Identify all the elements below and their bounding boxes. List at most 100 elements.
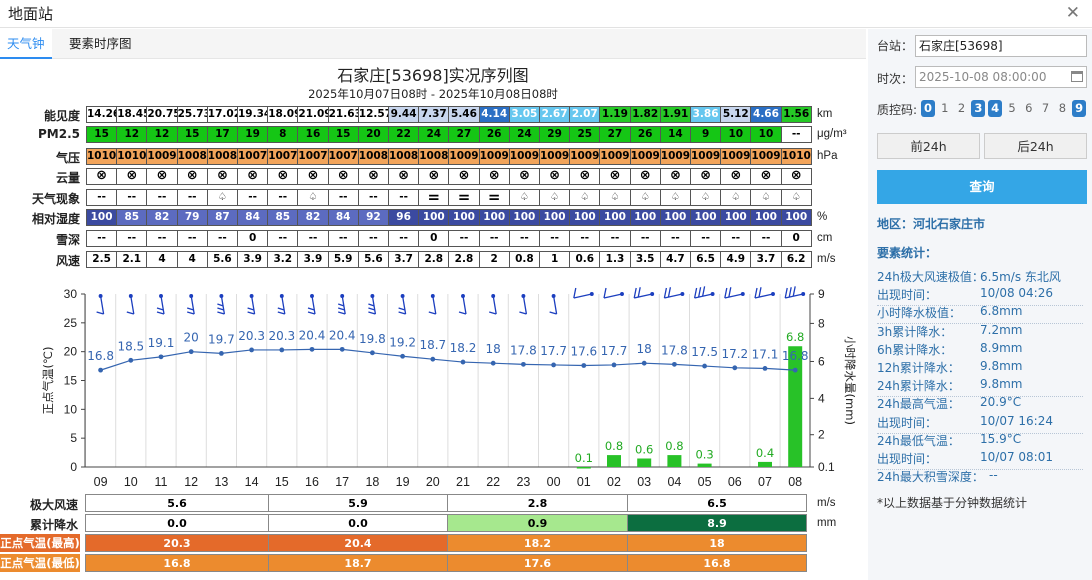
table-cell: 100 bbox=[448, 209, 480, 226]
table-cell: ⊗ bbox=[659, 168, 691, 185]
temp-point bbox=[490, 360, 496, 366]
qc-code-toggle[interactable]: 2 bbox=[957, 101, 966, 115]
qc-code-toggle[interactable]: 4 bbox=[988, 100, 1003, 117]
stat-value: 7.2mm bbox=[980, 322, 1023, 337]
sidebar: 台站： 石家庄[53698] 时次： 2025-10-08 08:00:00 质… bbox=[868, 29, 1092, 580]
table-cell: 2 bbox=[478, 251, 510, 268]
summary-cell: 2.8 bbox=[447, 494, 628, 512]
table-cell: 3.2 bbox=[267, 251, 299, 268]
qc-code-toggle[interactable]: 1 bbox=[941, 101, 949, 115]
table-cell: 85 bbox=[116, 209, 148, 226]
table-cell: 1009 bbox=[508, 148, 540, 165]
prev-24h-button[interactable]: 前24h bbox=[877, 133, 980, 159]
qc-code-toggle[interactable]: 5 bbox=[1008, 101, 1016, 115]
table-cell: 0 bbox=[237, 230, 269, 247]
wind-barb-icon bbox=[458, 294, 467, 315]
table-cell: ♤ bbox=[508, 189, 540, 206]
stat-row: 小时降水极值： 6.8mm bbox=[877, 304, 1083, 325]
table-cell: 1007 bbox=[267, 148, 299, 165]
stat-row: 24h最低气温： 15.9°C bbox=[877, 432, 1021, 449]
temp-point bbox=[158, 354, 164, 360]
temp-label: 20.4 bbox=[299, 328, 326, 342]
qc-code-toggle[interactable]: 0 bbox=[921, 100, 935, 117]
row-unit: μg/m³ bbox=[817, 128, 847, 140]
table-cell: ⊗ bbox=[116, 168, 148, 185]
table-cell: ♤ bbox=[206, 189, 238, 206]
table-cell: -- bbox=[750, 230, 782, 247]
next-24h-button[interactable]: 后24h bbox=[984, 133, 1087, 159]
table-cell: -- bbox=[86, 189, 118, 206]
qc-code-toggle[interactable]: 8 bbox=[1058, 101, 1067, 115]
table-cell: 25 bbox=[569, 126, 601, 143]
precip-label: 0.8 bbox=[665, 439, 683, 453]
temp-point bbox=[188, 349, 194, 355]
qc-code-toggle[interactable]: 9 bbox=[1072, 100, 1087, 117]
table-cell: ♤ bbox=[750, 189, 782, 206]
close-icon[interactable]: ✕ bbox=[1065, 3, 1080, 23]
station-input[interactable]: 石家庄[53698] bbox=[915, 35, 1087, 57]
temp-point bbox=[551, 362, 556, 368]
table-cell: 1008 bbox=[388, 148, 420, 165]
table-cell: 26 bbox=[478, 126, 510, 143]
summary-cell: 18.2 bbox=[447, 534, 628, 552]
table-cell: -- bbox=[116, 189, 148, 206]
stat-key: 24h最低气温： bbox=[877, 433, 960, 448]
table-cell: 20 bbox=[357, 126, 389, 143]
stats-title: 要素统计： bbox=[877, 246, 938, 260]
stat-key: 24h最高气温： bbox=[877, 397, 960, 412]
table-cell: 2.07 bbox=[569, 106, 601, 123]
summary-cell: 8.9 bbox=[627, 514, 807, 532]
table-cell: -- bbox=[297, 230, 329, 247]
stat-row: 24h最大积雪深度： -- bbox=[877, 468, 998, 485]
table-cell: ⊗ bbox=[146, 168, 178, 185]
table-cell: 17.02 bbox=[206, 106, 238, 123]
table-cell: ⊗ bbox=[599, 168, 631, 185]
table-cell: 100 bbox=[418, 209, 450, 226]
temp-label: 18.2 bbox=[450, 341, 477, 355]
temp-label: 19.8 bbox=[359, 332, 386, 346]
x-tick-label: 23 bbox=[516, 475, 530, 489]
precip-bar bbox=[697, 463, 712, 467]
temp-label: 20.3 bbox=[268, 329, 295, 343]
summary-cell: 5.9 bbox=[268, 494, 448, 512]
table-cell: 100 bbox=[86, 209, 118, 226]
temp-label: 17.2 bbox=[721, 347, 748, 361]
qc-code-toggle[interactable]: 7 bbox=[1041, 101, 1050, 115]
precip-bar bbox=[758, 461, 772, 467]
table-cell: 0.6 bbox=[569, 251, 601, 268]
wind-barb-icon bbox=[337, 294, 346, 315]
qc-code-toggle[interactable]: 3 bbox=[971, 100, 986, 117]
y-tick-label: 15 bbox=[64, 374, 78, 388]
query-button[interactable]: 查询 bbox=[877, 170, 1087, 204]
y2-tick-label: 9 bbox=[818, 287, 825, 301]
tab-element-timeseries[interactable]: 要素时序图 bbox=[69, 36, 132, 51]
precip-bar bbox=[788, 346, 803, 467]
table-cell: 7.37 bbox=[418, 106, 450, 123]
chart-title: 石家庄[53698]实况序列图 bbox=[337, 66, 529, 85]
wind-barb-icon bbox=[217, 294, 226, 315]
table-cell: 82 bbox=[297, 209, 329, 226]
table-cell: 4 bbox=[146, 251, 178, 268]
table-cell: 1008 bbox=[206, 148, 238, 165]
qc-code-toggle[interactable]: 6 bbox=[1025, 101, 1033, 115]
x-tick-label: 13 bbox=[214, 475, 228, 489]
temp-label: 19.2 bbox=[389, 335, 416, 349]
table-cell: = bbox=[478, 189, 510, 206]
table-cell: ⊗ bbox=[629, 168, 661, 185]
table-cell: 15 bbox=[86, 126, 118, 143]
tab-weather-clock[interactable]: 天气钟 bbox=[0, 29, 52, 59]
temp-label: 20.3 bbox=[238, 329, 265, 343]
temp-label: 18 bbox=[637, 342, 652, 356]
table-cell: 2.8 bbox=[418, 251, 450, 268]
table-cell: 100 bbox=[478, 209, 510, 226]
row-label: 相对湿度 bbox=[31, 212, 80, 226]
table-cell: 5.6 bbox=[357, 251, 389, 268]
stat-value: 10/07 16:24 bbox=[980, 413, 1053, 428]
time-input[interactable]: 2025-10-08 08:00:00 bbox=[915, 66, 1087, 88]
calendar-icon[interactable] bbox=[1071, 71, 1083, 82]
table-cell: 10 bbox=[720, 126, 752, 143]
table-cell: ⊗ bbox=[176, 168, 208, 185]
table-cell: -- bbox=[690, 230, 722, 247]
y-tick-label: 25 bbox=[64, 316, 78, 330]
